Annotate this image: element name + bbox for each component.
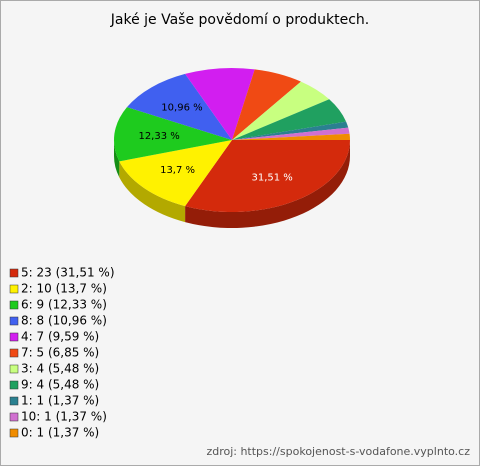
legend-label: 5: 23 (31,51 %) <box>21 266 115 280</box>
legend-swatch <box>9 364 19 374</box>
slice <box>232 127 350 140</box>
slice <box>185 68 255 140</box>
chart-title: Jaké je Vaše povědomí o produktech. <box>110 12 369 28</box>
legend-label: 1: 1 (1,37 %) <box>21 394 99 408</box>
slice <box>126 73 232 140</box>
legend-swatch <box>9 348 19 358</box>
legend-label: 6: 9 (12,33 %) <box>21 298 107 312</box>
data-label: 13,7 % <box>160 165 195 176</box>
slice-side <box>185 140 350 229</box>
legend-swatch <box>9 300 19 310</box>
slice <box>114 107 232 162</box>
legend-swatch <box>9 380 19 390</box>
legend-swatch <box>9 268 19 278</box>
source: zdroj: https://spokojenost-s-vodafone.vy… <box>206 445 470 458</box>
data-label: 10,96 % <box>161 102 202 113</box>
slice <box>232 69 301 140</box>
legend-swatch <box>9 316 19 326</box>
data-label: 12,33 % <box>138 131 179 142</box>
data-label: 31,51 % <box>251 172 292 183</box>
slice <box>119 140 232 207</box>
slice <box>232 99 347 140</box>
legend-label: 9: 4 (5,48 %) <box>21 378 99 392</box>
slice <box>232 121 349 140</box>
slice-side <box>114 140 120 178</box>
legend-swatch <box>9 412 19 422</box>
legend-swatch <box>9 284 19 294</box>
slice <box>232 81 330 140</box>
legend-swatch <box>9 332 19 342</box>
slice-side <box>119 161 186 223</box>
legend-label: 3: 4 (5,48 %) <box>21 362 99 376</box>
legend-label: 4: 7 (9,59 %) <box>21 330 99 344</box>
legend-swatch <box>9 396 19 406</box>
legend-swatch <box>9 428 19 438</box>
legend-label: 0: 1 (1,37 %) <box>21 426 99 440</box>
legend-label: 8: 8 (10,96 %) <box>21 314 107 328</box>
slice <box>185 140 350 212</box>
legend-label: 2: 10 (13,7 %) <box>21 282 107 296</box>
slice <box>232 133 350 140</box>
legend-label: 10: 1 (1,37 %) <box>21 410 107 424</box>
legend-label: 7: 5 (6,85 %) <box>21 346 99 360</box>
